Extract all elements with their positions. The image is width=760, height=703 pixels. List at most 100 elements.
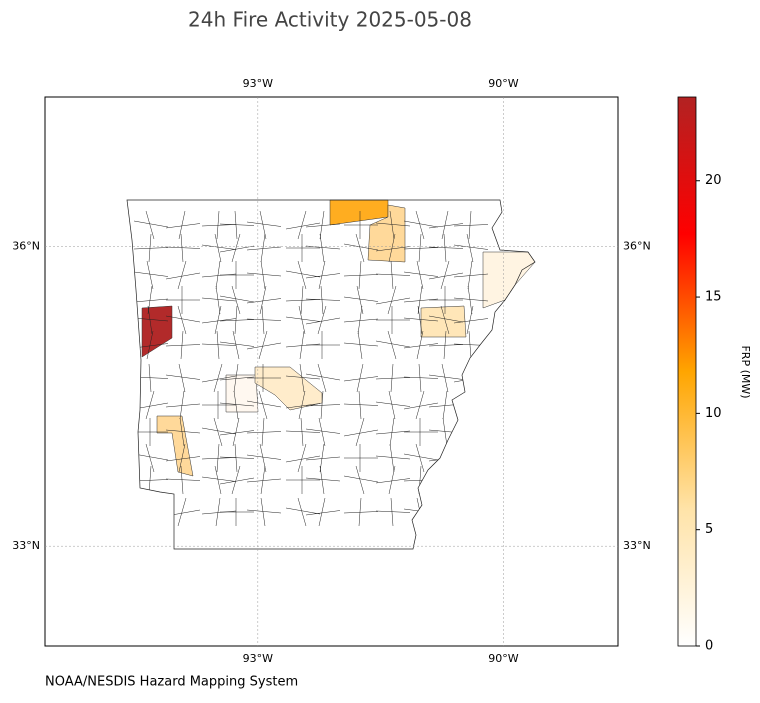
- county-line: [298, 305, 306, 335]
- county-line: [165, 246, 201, 249]
- county-line: [180, 233, 184, 263]
- county-line: [285, 507, 321, 515]
- county-line: [165, 223, 201, 229]
- county-line: [440, 260, 450, 290]
- county-line: [133, 247, 169, 250]
- county-line: [453, 224, 489, 227]
- county-line: [147, 305, 153, 335]
- county-line: [428, 315, 464, 323]
- county-line: [465, 363, 475, 393]
- county-line: [453, 476, 489, 482]
- county-line: [285, 270, 321, 278]
- county-line: [403, 298, 439, 303]
- county-lines: [133, 210, 489, 527]
- county-line: [467, 285, 473, 315]
- county-line: [246, 318, 282, 321]
- county-line: [443, 465, 447, 495]
- county-line: [466, 233, 474, 263]
- county-line: [428, 509, 464, 517]
- county-line: [375, 222, 411, 227]
- county-line: [214, 233, 222, 263]
- county-line: [418, 233, 422, 263]
- county-line: [343, 475, 379, 483]
- x-tick-label: 93°W: [243, 652, 273, 665]
- county-line: [428, 246, 464, 249]
- county-line: [305, 510, 341, 516]
- county-line: [178, 443, 186, 473]
- county-line: [234, 210, 238, 240]
- county-line: [375, 430, 411, 435]
- county-line: [285, 403, 321, 409]
- county-line: [246, 342, 282, 350]
- county-line: [201, 244, 237, 250]
- county-line: [148, 233, 152, 263]
- county-line: [297, 497, 307, 527]
- county-line: [305, 456, 341, 461]
- county-line: [219, 341, 255, 347]
- county-line: [219, 430, 255, 436]
- county-line: [390, 497, 394, 527]
- county-line: [246, 454, 282, 460]
- county-line: [417, 305, 423, 335]
- county-line: [355, 465, 365, 495]
- county-line: [213, 363, 223, 393]
- county-line: [215, 260, 221, 290]
- county-line: [443, 233, 447, 263]
- county-line: [180, 330, 184, 360]
- y-tick-label: 36°N: [12, 240, 40, 253]
- county-line: [358, 260, 362, 290]
- county-line: [468, 443, 472, 473]
- county-line: [465, 417, 475, 447]
- county-line: [428, 223, 464, 229]
- county-line: [305, 298, 341, 301]
- county-line: [418, 363, 422, 393]
- county-line: [146, 260, 154, 290]
- county-line: [388, 465, 396, 495]
- county-line: [467, 497, 473, 527]
- y-tick-label: 36°N: [623, 240, 651, 253]
- county-line: [387, 285, 397, 315]
- county-line: [285, 343, 321, 348]
- county-line: [403, 220, 439, 228]
- fire-county: [225, 374, 259, 413]
- county-line: [285, 375, 321, 380]
- county-line: [233, 363, 239, 393]
- county-line: [319, 443, 325, 473]
- county-line: [318, 417, 326, 447]
- county-line: [466, 465, 474, 495]
- county-line: [145, 443, 155, 473]
- county-line: [216, 443, 220, 473]
- county-line: [246, 298, 282, 304]
- colorbar-label: FRP (MW): [739, 345, 752, 398]
- county-line: [297, 210, 307, 240]
- county-line: [261, 305, 265, 335]
- county-line: [231, 285, 241, 315]
- county-line: [246, 431, 282, 434]
- county-line: [133, 220, 169, 228]
- county-line: [148, 465, 152, 495]
- county-line: [285, 222, 321, 230]
- county-line: [319, 210, 325, 240]
- county-line: [390, 260, 394, 290]
- colorbar-tick-label: 15: [705, 290, 722, 305]
- state-fill: [127, 200, 535, 549]
- county-line: [440, 497, 450, 527]
- colorbar: [677, 96, 697, 647]
- county-line: [466, 305, 474, 335]
- county-line: [258, 390, 268, 420]
- county-line: [375, 401, 411, 407]
- county-line: [442, 417, 448, 447]
- county-line: [403, 317, 439, 322]
- county-line: [343, 376, 379, 382]
- county-line: [145, 210, 155, 240]
- county-line: [201, 343, 237, 346]
- county-line: [297, 260, 307, 290]
- county-line: [441, 363, 449, 393]
- county-line: [375, 478, 411, 484]
- county-line: [177, 260, 187, 290]
- title: 24h Fire Activity 2025-05-08: [188, 8, 472, 32]
- county-line: [403, 343, 439, 349]
- county-line: [177, 497, 187, 527]
- county-line: [179, 390, 185, 420]
- county-line: [215, 497, 221, 527]
